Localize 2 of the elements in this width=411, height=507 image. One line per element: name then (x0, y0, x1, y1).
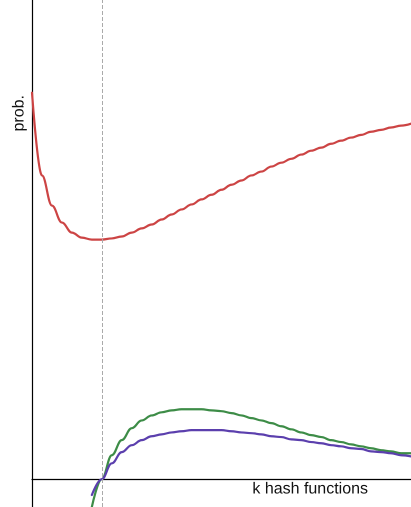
y-axis-title: prob. (10, 95, 28, 132)
x-axis-title: k hash functions (252, 480, 368, 498)
